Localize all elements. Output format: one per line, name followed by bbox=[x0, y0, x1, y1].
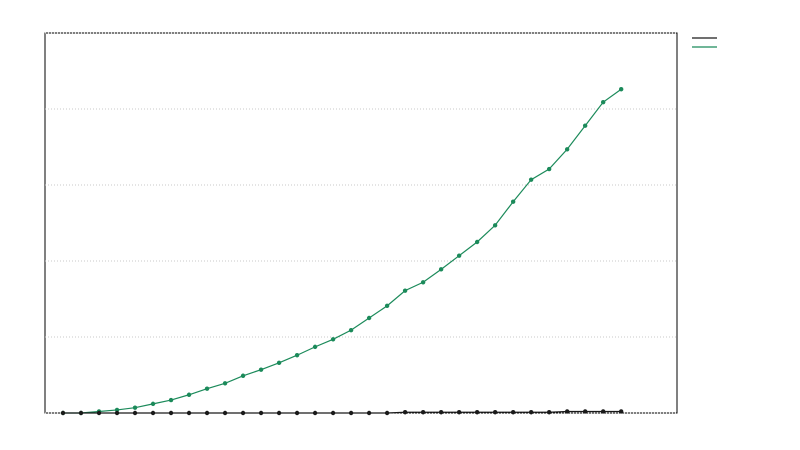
point bbox=[114, 410, 120, 416]
point bbox=[258, 367, 264, 372]
point bbox=[474, 410, 480, 415]
point bbox=[294, 353, 300, 358]
point bbox=[528, 410, 534, 415]
point bbox=[420, 410, 426, 415]
point bbox=[78, 410, 84, 416]
point bbox=[456, 410, 462, 415]
point bbox=[618, 409, 624, 414]
point bbox=[564, 409, 570, 414]
point bbox=[600, 99, 606, 105]
point bbox=[276, 360, 282, 366]
point bbox=[222, 410, 228, 416]
point bbox=[582, 409, 588, 414]
point bbox=[438, 410, 444, 415]
point bbox=[492, 410, 498, 415]
point bbox=[240, 410, 246, 416]
point bbox=[258, 410, 264, 416]
point bbox=[240, 373, 246, 378]
series-line bbox=[63, 88, 622, 414]
point bbox=[564, 147, 570, 152]
point bbox=[348, 410, 354, 416]
point bbox=[528, 177, 534, 182]
point bbox=[384, 410, 390, 416]
point bbox=[330, 337, 336, 342]
point bbox=[60, 410, 66, 416]
point bbox=[168, 397, 174, 403]
point bbox=[186, 392, 192, 397]
point bbox=[366, 410, 372, 416]
plot-frame bbox=[44, 32, 678, 414]
point bbox=[600, 409, 606, 414]
point bbox=[438, 267, 444, 272]
point bbox=[276, 410, 282, 416]
point bbox=[150, 410, 156, 416]
point bbox=[132, 405, 138, 410]
point bbox=[150, 401, 156, 407]
point bbox=[366, 315, 372, 321]
point bbox=[132, 410, 138, 416]
point bbox=[204, 386, 210, 391]
point bbox=[384, 303, 390, 309]
point bbox=[312, 344, 318, 350]
point bbox=[348, 327, 354, 333]
point bbox=[330, 410, 336, 416]
point bbox=[420, 280, 426, 285]
point bbox=[96, 410, 102, 416]
point bbox=[456, 253, 462, 258]
series-line bbox=[63, 410, 622, 414]
point bbox=[168, 410, 174, 416]
point bbox=[114, 407, 120, 413]
point bbox=[222, 381, 228, 386]
point bbox=[312, 410, 318, 416]
point bbox=[294, 410, 300, 416]
point bbox=[618, 87, 624, 92]
point bbox=[510, 199, 516, 204]
point bbox=[204, 410, 210, 416]
point bbox=[492, 223, 498, 228]
point bbox=[402, 410, 408, 415]
point bbox=[546, 166, 552, 172]
point bbox=[582, 123, 588, 128]
point bbox=[186, 410, 192, 416]
point bbox=[474, 239, 480, 245]
point bbox=[510, 410, 516, 415]
point bbox=[402, 288, 408, 293]
point bbox=[546, 410, 552, 415]
